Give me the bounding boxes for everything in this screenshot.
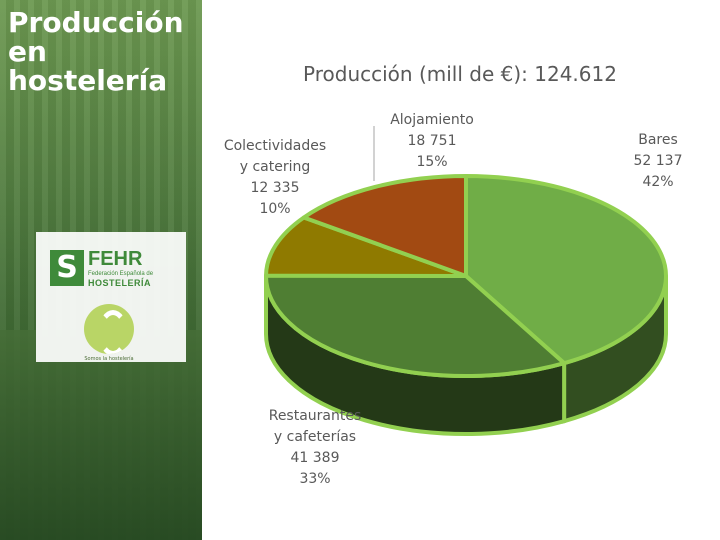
hosteleria-seal-icon: [84, 304, 134, 354]
data-label-line: Alojamiento: [390, 112, 474, 128]
data-label-line: y cafeterías: [273, 429, 357, 445]
pie-slice-0: [464, 174, 668, 366]
pie-chart: [264, 126, 668, 436]
data-label-line: 10%: [259, 201, 291, 217]
background-photo-lower: [0, 330, 202, 540]
data-label-line: Restaurantes: [268, 408, 362, 424]
data-label-line: Colectividades: [223, 138, 327, 154]
data-label-line: 42%: [642, 174, 674, 190]
fehr-logo-text: FEHR Federación Española de HOSTELERÍA: [88, 248, 184, 289]
data-label-line: Bares: [638, 132, 678, 148]
chart-title: Producción (mill de €): 124.612: [303, 62, 617, 86]
fehr-logo-card: S FEHR Federación Española de HOSTELERÍA…: [36, 232, 186, 362]
data-label-0: Bares 52 137 42%: [608, 130, 708, 193]
swirl-shape: [98, 310, 128, 354]
data-label-3: Alojamiento 18 751 15%: [372, 110, 492, 173]
data-label-line: 15%: [416, 154, 448, 170]
data-label-line: 52 137: [633, 153, 683, 169]
sidebar-panel: Producción en hostelería S FEHR Federaci…: [0, 0, 202, 540]
slide-title: Producción en hostelería: [8, 6, 184, 97]
data-label-1: Restaurantes y cafeterías 41 389 33%: [250, 406, 380, 490]
data-label-line: y catering: [239, 159, 311, 175]
pie-slice-3: [301, 174, 468, 278]
pie-slice-2: [264, 215, 468, 278]
fehr-name: FEHR: [88, 248, 143, 270]
seal-caption: Somos la hostelería: [84, 356, 134, 362]
data-label-line: 18 751: [407, 133, 457, 149]
data-label-line: 41 389: [290, 450, 340, 466]
fehr-subtitle: Federación Española de: [88, 271, 154, 277]
pie-slice-1: [264, 273, 567, 378]
fehr-subtitle-hosteleria: HOSTELERÍA: [88, 278, 152, 288]
data-label-2: Colectividades y catering 12 335 10%: [205, 136, 345, 220]
fehr-logo-icon: S: [50, 250, 84, 286]
data-label-line: 12 335: [250, 180, 300, 196]
data-label-line: 33%: [299, 471, 331, 487]
